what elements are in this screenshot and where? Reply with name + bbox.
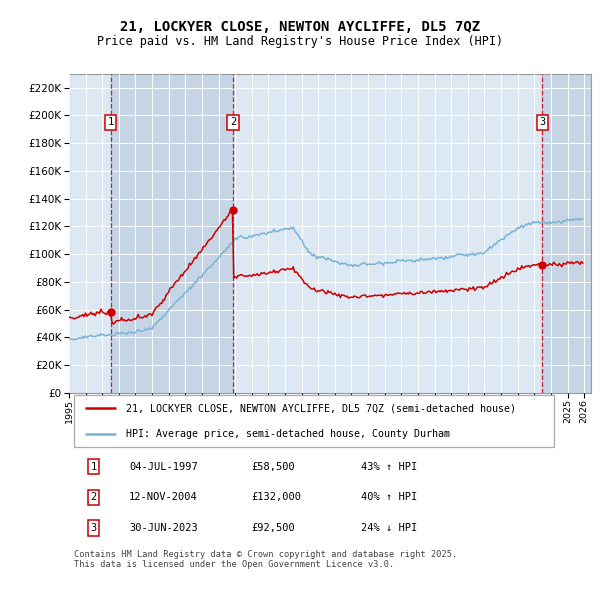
Text: 30-JUN-2023: 30-JUN-2023 (129, 523, 198, 533)
Text: 24% ↓ HPI: 24% ↓ HPI (361, 523, 418, 533)
Text: Price paid vs. HM Land Registry's House Price Index (HPI): Price paid vs. HM Land Registry's House … (97, 35, 503, 48)
Text: Contains HM Land Registry data © Crown copyright and database right 2025.
This d: Contains HM Land Registry data © Crown c… (74, 550, 457, 569)
Text: 3: 3 (539, 117, 545, 127)
Text: 40% ↑ HPI: 40% ↑ HPI (361, 492, 418, 502)
Text: 12-NOV-2004: 12-NOV-2004 (129, 492, 198, 502)
Text: 21, LOCKYER CLOSE, NEWTON AYCLIFFE, DL5 7QZ (semi-detached house): 21, LOCKYER CLOSE, NEWTON AYCLIFFE, DL5 … (127, 403, 517, 413)
Text: £92,500: £92,500 (252, 523, 295, 533)
Text: 43% ↑ HPI: 43% ↑ HPI (361, 461, 418, 471)
Text: 04-JUL-1997: 04-JUL-1997 (129, 461, 198, 471)
Text: HPI: Average price, semi-detached house, County Durham: HPI: Average price, semi-detached house,… (127, 429, 451, 439)
Text: £58,500: £58,500 (252, 461, 295, 471)
Text: 21, LOCKYER CLOSE, NEWTON AYCLIFFE, DL5 7QZ: 21, LOCKYER CLOSE, NEWTON AYCLIFFE, DL5 … (120, 19, 480, 34)
Text: 3: 3 (91, 523, 97, 533)
Bar (542, 74, 591, 393)
Text: 2: 2 (91, 492, 97, 502)
FancyBboxPatch shape (74, 395, 554, 447)
Text: £132,000: £132,000 (252, 492, 302, 502)
Bar (110, 74, 233, 393)
Text: 1: 1 (107, 117, 114, 127)
Text: 1: 1 (91, 461, 97, 471)
Text: 2: 2 (230, 117, 236, 127)
